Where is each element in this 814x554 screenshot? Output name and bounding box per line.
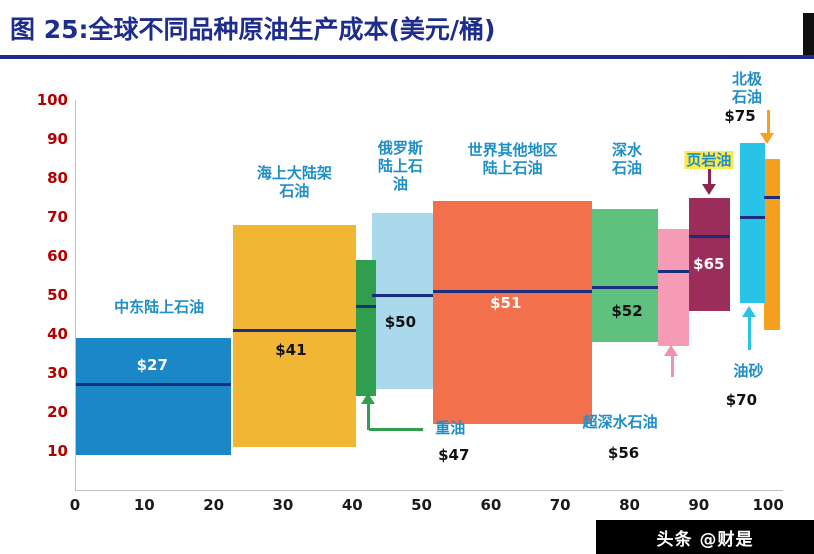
value-russia: $50 xyxy=(384,313,417,332)
plot-area: 中东陆上石油 海上大陆架 石油 俄罗斯 陆上石 油 世界其他地区 陆上石油 深水 石油 页… xyxy=(75,70,783,491)
cost-bar-arctic xyxy=(763,158,781,331)
x-tick-label: 10 xyxy=(133,496,155,514)
cost-bar-middle-east xyxy=(76,337,231,455)
heavy-oil-arrow xyxy=(367,398,370,430)
x-tick-label: 20 xyxy=(203,496,225,514)
value-shale: $65 xyxy=(693,254,725,273)
cost-bar-offshore-shelf xyxy=(233,224,356,448)
y-tick-label: 20 xyxy=(47,403,68,421)
cost-bar-russia xyxy=(371,213,433,389)
label-russia-onshore: 俄罗斯 陆上石 油 xyxy=(377,139,423,194)
x-tick-label: 50 xyxy=(411,496,432,514)
arctic-arrow-head xyxy=(760,133,775,144)
y-tick-label: 40 xyxy=(47,325,68,343)
label-oil-sands: 油砂 xyxy=(733,362,764,381)
value-offshore-shelf: $41 xyxy=(275,340,307,359)
figure-title: 图 25:全球不同品种原油生产成本(美元/桶) xyxy=(10,15,496,44)
heavy-oil-arrow-tail xyxy=(368,428,423,432)
avg-cost-line-heavy-oil xyxy=(356,305,377,309)
avg-cost-line-arctic xyxy=(763,196,781,199)
x-tick-label: 100 xyxy=(752,496,784,514)
avg-cost-line-ultra-deepwater xyxy=(657,270,690,274)
label-heavy-oil: 重油 xyxy=(435,418,466,437)
cost-bar-ultra-deepwater xyxy=(657,228,690,346)
y-axis: 10 20 30 40 50 60 70 80 90 100 xyxy=(24,91,68,490)
avg-cost-line-oil-sands xyxy=(740,215,765,219)
avg-cost-line-middle-east xyxy=(76,383,231,387)
value-middle-east: $27 xyxy=(136,356,168,375)
value-deepwater: $52 xyxy=(611,301,643,320)
title-underline xyxy=(0,55,814,59)
y-tick-label: 70 xyxy=(47,208,68,226)
watermark: 头条 @财是 xyxy=(596,520,814,554)
cost-bar-shale xyxy=(689,197,731,311)
label-arctic: 北极石油 xyxy=(731,70,762,107)
x-axis: 0 10 20 30 40 50 60 70 80 90 100 xyxy=(70,496,784,518)
label-ultra-deepwater: 超深水石油 xyxy=(582,412,658,431)
y-tick-label: 90 xyxy=(47,130,68,148)
y-tick-label: 100 xyxy=(36,91,68,109)
value-arctic: $75 xyxy=(724,106,756,125)
cropped-edge-mark xyxy=(803,13,814,55)
cost-bar-heavy-oil xyxy=(356,259,377,397)
label-deepwater: 深水 石油 xyxy=(612,140,643,177)
value-oil-sands: $70 xyxy=(725,391,758,410)
cost-bar-row-onshore xyxy=(432,201,592,424)
label-middle-east-onshore: 中东陆上石油 xyxy=(114,297,205,316)
avg-cost-line-row-onshore xyxy=(432,289,592,293)
value-heavy-oil: $47 xyxy=(438,445,470,464)
cost-bar-deepwater xyxy=(591,209,658,342)
watermark-text: 头条 @财是 xyxy=(656,529,754,550)
x-tick-label: 40 xyxy=(341,496,363,514)
value-ultra-deepwater: $56 xyxy=(607,443,640,462)
y-tick-label: 50 xyxy=(47,286,68,304)
x-tick-label: 60 xyxy=(480,496,502,514)
oil-sands-arrow xyxy=(748,310,752,350)
x-tick-label: 90 xyxy=(688,496,710,514)
label-shale: 页岩油 xyxy=(684,151,734,170)
oil-sands-arrow-head xyxy=(741,305,756,317)
x-tick-label: 70 xyxy=(549,496,571,514)
x-tick-label: 30 xyxy=(272,496,294,514)
heavy-oil-arrow-head xyxy=(360,393,375,405)
y-tick-label: 30 xyxy=(47,364,68,382)
value-row-onshore: $51 xyxy=(490,293,522,312)
avg-cost-line-deepwater xyxy=(591,285,658,289)
cost-bar-oil-sands xyxy=(740,142,765,303)
ultra-deepwater-arrow-head xyxy=(664,344,679,356)
x-tick-label: 0 xyxy=(69,496,81,514)
y-tick-label: 60 xyxy=(47,247,68,265)
y-tick-label: 80 xyxy=(47,169,68,187)
y-tick-label: 10 xyxy=(47,442,68,460)
avg-cost-line-shale xyxy=(689,235,731,238)
avg-cost-line-offshore-shelf xyxy=(233,328,356,332)
label-offshore-shelf: 海上大陆架 石油 xyxy=(256,163,332,200)
label-row-onshore: 世界其他地区 陆上石油 xyxy=(467,140,558,177)
x-tick-label: 80 xyxy=(619,496,640,514)
shale-arrow xyxy=(708,166,712,190)
avg-cost-line-russia xyxy=(371,293,433,297)
ultra-deepwater-arrow xyxy=(670,349,674,377)
arctic-arrow xyxy=(766,109,770,139)
shale-arrow-head xyxy=(701,183,716,195)
